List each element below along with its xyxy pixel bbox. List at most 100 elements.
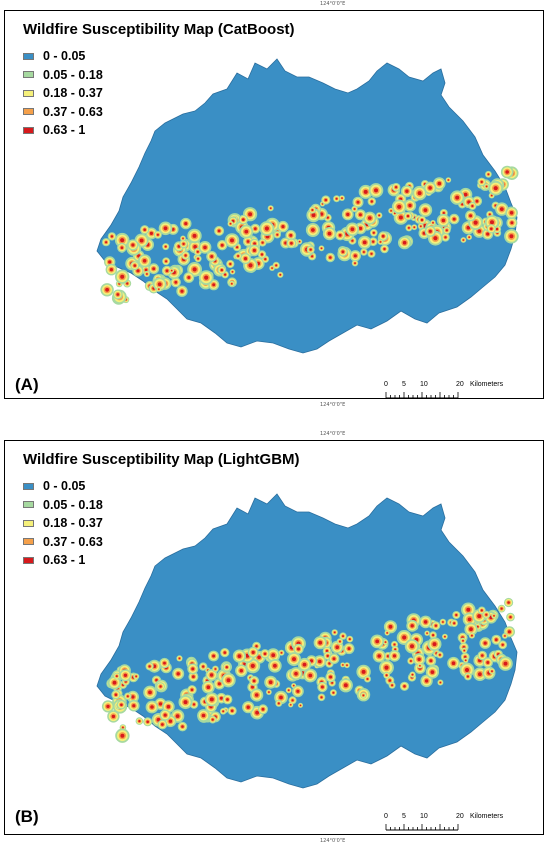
susceptibility-hotspot (318, 245, 325, 252)
susceptibility-hotspot (396, 630, 412, 645)
susceptibility-hotspot (266, 648, 281, 663)
legend-label: 0.37 - 0.63 (43, 534, 103, 549)
legend-item: 0.18 - 0.37 (23, 84, 103, 103)
susceptibility-hotspot (178, 695, 193, 710)
susceptibility-hotspot (177, 721, 188, 732)
susceptibility-hotspot (412, 653, 426, 666)
susceptibility-hotspot (354, 209, 366, 221)
susceptibility-hotspot (321, 195, 331, 205)
susceptibility-hotspot (289, 667, 303, 681)
susceptibility-hotspot (500, 165, 514, 179)
susceptibility-hotspot (504, 229, 519, 244)
legend-item: 0.63 - 1 (23, 551, 103, 570)
susceptibility-hotspot (102, 238, 111, 247)
susceptibility-hotspot (468, 632, 475, 639)
susceptibility-hotspot (377, 238, 384, 245)
susceptibility-hotspot (117, 242, 127, 253)
susceptibility-hotspot (339, 632, 347, 640)
susceptibility-hotspot (360, 248, 368, 256)
susceptibility-hotspot (450, 190, 465, 205)
susceptibility-hotspot (351, 260, 359, 267)
susceptibility-hotspot (145, 662, 154, 671)
susceptibility-hotspot (482, 657, 493, 668)
susceptibility-hotspot (367, 249, 376, 258)
susceptibility-hotspot (116, 700, 127, 710)
susceptibility-hotspot (336, 638, 344, 645)
susceptibility-hotspot (145, 700, 159, 714)
susceptibility-hotspot (370, 229, 378, 237)
susceptibility-hotspot (368, 183, 384, 198)
susceptibility-hotspot (313, 636, 327, 650)
susceptibility-hotspot (297, 657, 312, 672)
susceptibility-hotspot (197, 709, 210, 722)
susceptibility-hotspot (442, 226, 451, 235)
scale-bar-graphic (385, 392, 459, 399)
susceptibility-hotspot (293, 643, 304, 655)
susceptibility-hotspot (485, 170, 492, 178)
susceptibility-hotspot (461, 647, 468, 654)
susceptibility-hotspot (486, 224, 496, 234)
susceptibility-hotspot (176, 655, 183, 662)
susceptibility-hotspot (388, 650, 401, 662)
susceptibility-hotspot (100, 283, 114, 297)
susceptibility-hotspot (405, 224, 413, 232)
susceptibility-hotspot (105, 263, 118, 276)
legend-label: 0.37 - 0.63 (43, 104, 103, 119)
susceptibility-hotspot (501, 632, 508, 639)
susceptibility-hotspot (382, 639, 389, 645)
susceptibility-hotspot (305, 223, 320, 237)
susceptibility-hotspot (180, 235, 186, 242)
susceptibility-hotspot (242, 701, 255, 714)
susceptibility-hotspot (232, 649, 246, 663)
susceptibility-hotspot (266, 689, 272, 695)
susceptibility-hotspot (417, 215, 427, 225)
susceptibility-hotspot (181, 251, 190, 260)
graticule-label-mid-1: 124°0'0"E (320, 402, 346, 408)
susceptibility-hotspot (427, 637, 442, 652)
legend-label: 0.63 - 1 (43, 553, 86, 568)
susceptibility-hotspot (380, 244, 389, 254)
susceptibility-hotspot (222, 663, 231, 672)
susceptibility-hotspot (180, 217, 192, 230)
susceptibility-hotspot (338, 246, 348, 257)
susceptibility-hotspot (436, 651, 444, 659)
susceptibility-hotspot (351, 205, 358, 213)
susceptibility-hotspot (445, 177, 452, 183)
susceptibility-hotspot (151, 675, 162, 685)
susceptibility-hotspot (170, 277, 181, 288)
susceptibility-hotspot (424, 225, 436, 237)
susceptibility-hotspot (258, 238, 267, 247)
susceptibility-hotspot (488, 668, 496, 675)
legend-swatch (23, 556, 34, 564)
legend-label: 0 - 0.05 (43, 49, 86, 64)
graticule-label-bottom: 124°0'0"E (320, 838, 346, 844)
susceptibility-hotspot (497, 604, 506, 613)
susceptibility-hotspot (340, 662, 346, 668)
susceptibility-hotspot (376, 212, 383, 219)
susceptibility-hotspot (240, 253, 251, 265)
susceptibility-hotspot (505, 206, 518, 220)
susceptibility-hotspot (343, 643, 355, 655)
susceptibility-hotspot (356, 664, 371, 680)
susceptibility-hotspot (143, 685, 157, 700)
legend-b: 0 - 0.05 0.05 - 0.18 0.18 - 0.37 0.37 - 0.6… (23, 477, 103, 570)
susceptibility-hotspot (169, 268, 175, 274)
susceptibility-hotspot (257, 250, 267, 259)
susceptibility-hotspot (249, 675, 260, 686)
susceptibility-hotspot (214, 225, 225, 236)
scale-unit-label: Kilometers (470, 381, 504, 388)
legend-item: 0.05 - 0.18 (23, 66, 103, 85)
susceptibility-hotspot (495, 202, 509, 216)
susceptibility-hotspot (506, 612, 515, 622)
legend-item: 0.37 - 0.63 (23, 103, 103, 122)
susceptibility-hotspot (477, 606, 486, 615)
susceptibility-hotspot (264, 675, 278, 689)
susceptibility-hotspot (130, 261, 140, 271)
susceptibility-hotspot (238, 214, 249, 225)
susceptibility-hotspot (406, 619, 419, 632)
susceptibility-hotspot (158, 221, 173, 236)
susceptibility-hotspot (268, 659, 282, 673)
susceptibility-hotspot (115, 728, 130, 743)
scale-tick-label: 20 (456, 381, 464, 388)
legend-swatch (23, 108, 34, 116)
